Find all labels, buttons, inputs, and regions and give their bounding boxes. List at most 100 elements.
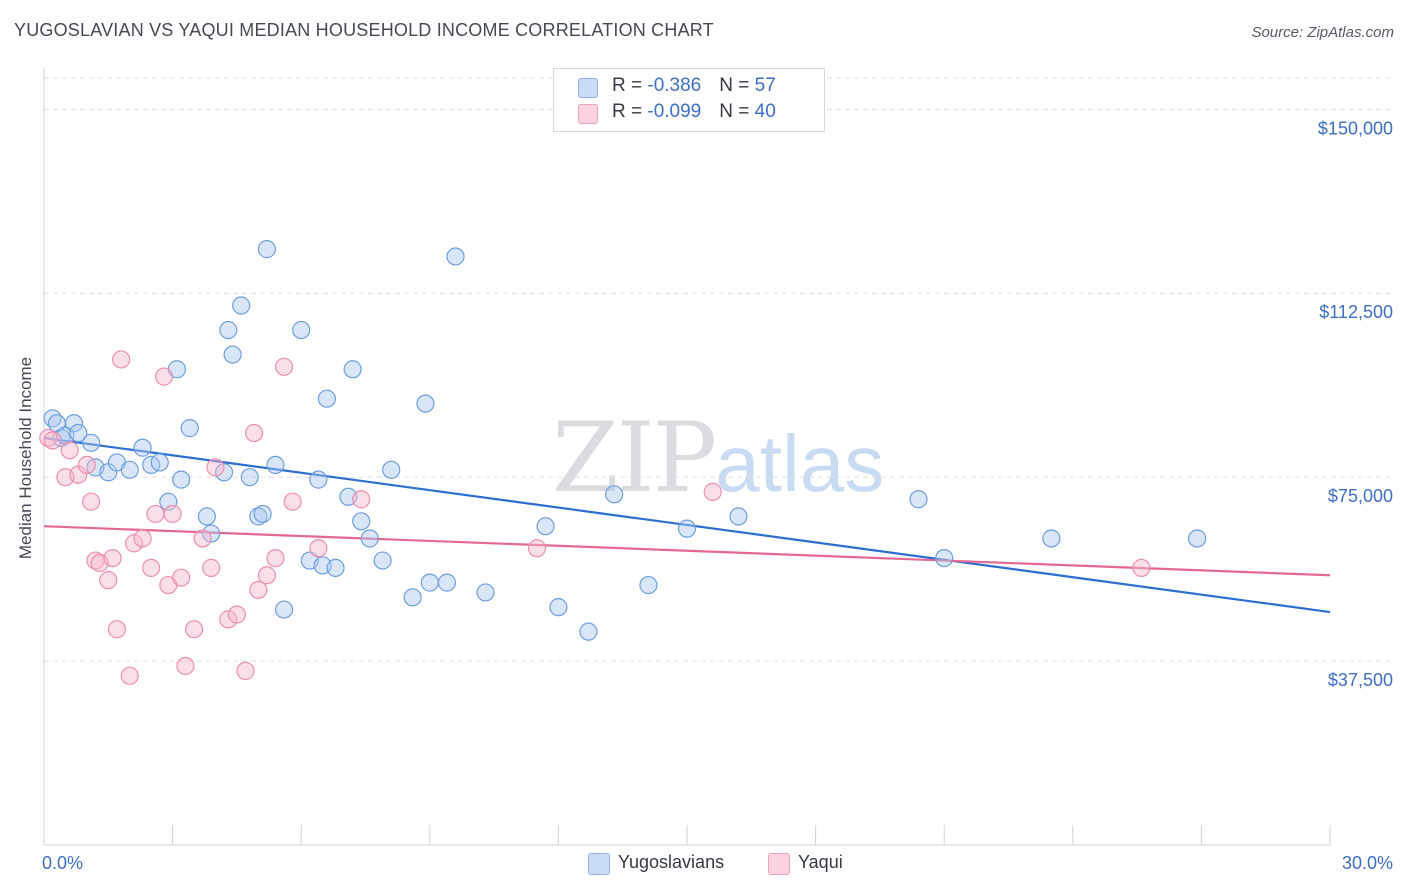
point-yugoslavians (1188, 529, 1207, 548)
point-yugoslavians (120, 460, 139, 479)
bottom-legend-swatch-yugoslavians (588, 853, 610, 875)
point-yaqui (227, 605, 246, 624)
x-tick-label: 0.0% (42, 853, 83, 873)
point-yaqui (206, 458, 225, 477)
point-yugoslavians (240, 468, 259, 487)
point-yaqui (107, 620, 126, 639)
point-yugoslavians (729, 507, 748, 526)
trend-line-yugoslavians (43, 436, 1331, 614)
bottom-legend-label: Yaqui (798, 852, 843, 872)
point-yaqui (124, 534, 144, 553)
point-yaqui (77, 455, 96, 475)
point-yaqui (527, 539, 547, 558)
point-yugoslavians (172, 470, 191, 489)
point-yugoslavians (309, 470, 328, 489)
point-yugoslavians (677, 519, 697, 538)
point-yugoslavians (420, 573, 439, 592)
point-yugoslavians (352, 512, 371, 531)
point-yugoslavians (403, 588, 422, 607)
point-yugoslavians (257, 240, 277, 259)
point-yugoslavians (437, 573, 457, 592)
point-yugoslavians (82, 433, 101, 452)
point-yaqui (60, 441, 79, 460)
y-tick-label: $150,000 (1318, 118, 1393, 138)
point-yaqui (176, 656, 195, 676)
point-yugoslavians (373, 551, 392, 570)
point-yugoslavians (232, 296, 251, 315)
x-tick-label: 30.0% (1342, 853, 1393, 873)
point-yaqui (219, 610, 238, 629)
trend-line-yaqui (43, 525, 1331, 577)
point-yaqui (82, 492, 101, 511)
tick-labels: $37,500 $75,000 $112,500 $150,000 0.0% 30.0% (42, 118, 1393, 873)
chart-title: YUGOSLAVIAN VS YAQUI MEDIAN HOUSEHOLD IN… (14, 20, 714, 40)
point-yugoslavians (360, 529, 379, 548)
axes (43, 68, 1331, 846)
point-yaqui (1132, 558, 1151, 577)
y-tick-label: $75,000 (1328, 486, 1393, 506)
point-yugoslavians (909, 490, 928, 509)
legend-text: R = -0.099 N = 40 (612, 101, 776, 122)
point-yaqui (120, 666, 139, 685)
point-yugoslavians (214, 463, 234, 482)
point-yaqui (202, 558, 221, 577)
point-yugoslavians (150, 453, 169, 472)
watermark-zip: ZIP (552, 402, 717, 514)
point-yaqui (236, 661, 255, 680)
point-yugoslavians (253, 504, 272, 524)
point-yaqui (154, 367, 174, 386)
point-yaqui (703, 482, 722, 501)
point-yaqui (43, 431, 62, 450)
point-yugoslavians (605, 485, 624, 504)
point-yaqui (172, 568, 191, 587)
point-yaqui (244, 423, 264, 443)
point-yugoslavians (579, 622, 598, 641)
point-yugoslavians (639, 575, 658, 595)
point-yugoslavians (382, 460, 401, 479)
point-yugoslavians (343, 360, 362, 379)
trend-lines (43, 436, 1331, 614)
source-credit: Source: ZipAtlas.com (1251, 24, 1394, 41)
point-yaqui (257, 566, 277, 585)
data-points (39, 240, 1207, 685)
bottom-legend-label: Yugoslavians (618, 852, 725, 872)
point-yugoslavians (202, 524, 221, 543)
watermark-atlas: atlas (715, 419, 885, 508)
point-yugoslavians (326, 558, 345, 577)
point-yaqui (184, 620, 204, 639)
point-yugoslavians (935, 548, 954, 568)
point-yugoslavians (446, 247, 465, 266)
point-yugoslavians (64, 414, 84, 433)
point-yugoslavians (416, 394, 435, 413)
point-yaqui (133, 529, 152, 548)
point-yaqui (99, 571, 118, 590)
point-yugoslavians (292, 320, 311, 340)
point-yaqui (112, 350, 131, 369)
point-yaqui (249, 580, 268, 600)
point-yaqui (283, 492, 302, 511)
point-yugoslavians (69, 423, 88, 443)
point-yugoslavians (274, 600, 294, 619)
point-yugoslavians (180, 419, 199, 438)
point-yugoslavians (549, 598, 568, 617)
point-yugoslavians (1042, 529, 1061, 548)
legend-swatch-yugoslavians (578, 78, 598, 98)
legend-swatch-yaqui (578, 104, 598, 124)
legend-text: R = -0.386 N = 57 (612, 75, 776, 96)
y-tick-label: $37,500 (1328, 670, 1393, 690)
point-yaqui (352, 490, 371, 509)
grid-lines (44, 77, 1395, 662)
point-yugoslavians (219, 320, 238, 340)
point-yaqui (266, 548, 285, 568)
bottom-legend-swatch-yaqui (768, 853, 790, 875)
point-yugoslavians (223, 345, 242, 364)
point-yugoslavians (266, 455, 285, 475)
point-yaqui (146, 504, 165, 524)
point-yugoslavians (197, 507, 216, 526)
point-yaqui (103, 548, 122, 568)
point-yugoslavians (133, 438, 152, 457)
point-yugoslavians (317, 389, 337, 408)
point-yugoslavians (476, 583, 495, 602)
y-tick-label: $112,500 (1319, 302, 1393, 322)
